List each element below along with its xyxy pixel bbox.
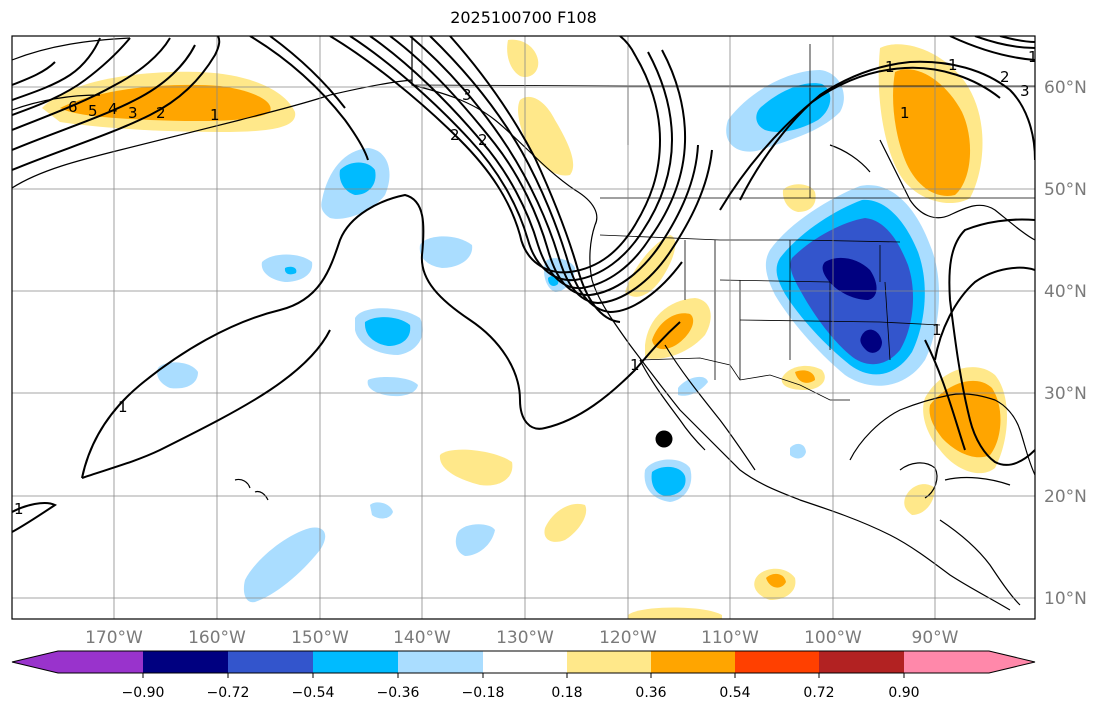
colorbar-segment (567, 651, 651, 673)
lat-tick-label: 40°N (1044, 282, 1087, 302)
contour-label: 2 (156, 104, 166, 122)
lon-tick-label: 150°W (291, 628, 349, 648)
colorbar-extend-high (989, 651, 1035, 673)
contour-label: 2 (450, 126, 460, 144)
longitude-labels: 170°W 160°W 150°W 140°W 130°W 120°W 110°… (85, 628, 959, 648)
colorbar-segment (735, 651, 819, 673)
colorbar-segment (651, 651, 735, 673)
lon-tick-label: 130°W (496, 628, 554, 648)
lon-tick-label: 140°W (393, 628, 451, 648)
contour-label: 1 (14, 500, 24, 518)
colorbar-segment (398, 651, 483, 673)
lat-tick-label: 20°N (1044, 487, 1087, 507)
colorbar-segment (58, 651, 143, 673)
contour-label: 3 (1020, 82, 1030, 100)
colorbar-segment (143, 651, 228, 673)
contour-label: 4 (108, 100, 118, 118)
colorbar-ticks (142, 673, 905, 678)
map-title: 2025100700 F108 (450, 8, 597, 27)
contour-label-group: 6 5 4 3 2 1 1 1 1 1 1 2 3 2 1 1 1 2 3 (14, 48, 1038, 518)
contour-label: 1 (118, 398, 128, 416)
colorbar-tick-label: 0.36 (635, 685, 666, 701)
colorbar-tick-label: 0.90 (888, 685, 919, 701)
lon-tick-label: 160°W (188, 628, 246, 648)
lon-tick-label: 110°W (701, 628, 759, 648)
colorbar-segment (904, 651, 989, 673)
lat-tick-label: 10°N (1044, 589, 1087, 609)
colorbar-tick-label: −0.18 (462, 685, 505, 701)
contour-label: 2 (1000, 68, 1010, 86)
contour-label: 6 (68, 98, 78, 116)
contour-label: 1 (210, 106, 220, 124)
colorbar-segment (228, 651, 313, 673)
colorbar: −0.90 −0.72 −0.54 −0.36 −0.18 0.18 0.36 … (11, 650, 1036, 701)
colorbar-outline (11, 650, 1036, 674)
colorbar-segment (483, 651, 567, 673)
colorbar-tick-label: −0.36 (377, 685, 420, 701)
map-content: 6 5 4 3 2 1 1 1 1 1 1 2 3 2 1 1 1 2 3 (12, 36, 1038, 619)
contour-label: 1 (1028, 48, 1038, 66)
contour-label: 1 (900, 104, 910, 122)
contour-label: 5 (88, 102, 98, 120)
colorbar-tick-label: −0.72 (207, 685, 250, 701)
contour-lines (12, 36, 1035, 533)
contour-label: 2 (478, 131, 488, 149)
colorbar-tick-label: 0.72 (803, 685, 834, 701)
contour-label: 1 (932, 321, 942, 339)
colorbar-segment (313, 651, 398, 673)
colorbar-tick-label: 0.18 (551, 685, 582, 701)
colorbar-tick-label: −0.54 (292, 685, 335, 701)
contour-label: 3 (462, 86, 472, 104)
contour-label: 1 (948, 56, 958, 74)
contour-label: 1 (885, 58, 895, 76)
colorbar-segment (819, 651, 904, 673)
map-frame (11, 35, 1036, 620)
lon-tick-label: 90°W (912, 628, 959, 648)
lat-tick-label: 60°N (1044, 78, 1087, 98)
lon-tick-label: 170°W (85, 628, 143, 648)
lon-tick-label: 100°W (804, 628, 862, 648)
lon-tick-label: 120°W (599, 628, 657, 648)
colorbar-tick-label: −0.90 (122, 685, 165, 701)
colorbar-tick-label: 0.54 (719, 685, 750, 701)
lat-tick-label: 30°N (1044, 384, 1087, 404)
latitude-labels: 60°N 50°N 40°N 30°N 20°N 10°N (1044, 78, 1087, 609)
contour-label: 3 (128, 104, 138, 122)
political-borders (411, 44, 1035, 401)
location-marker (655, 430, 673, 448)
lat-tick-label: 50°N (1044, 180, 1087, 200)
colorbar-extend-low (12, 651, 58, 673)
contour-label: 1 (630, 356, 640, 374)
